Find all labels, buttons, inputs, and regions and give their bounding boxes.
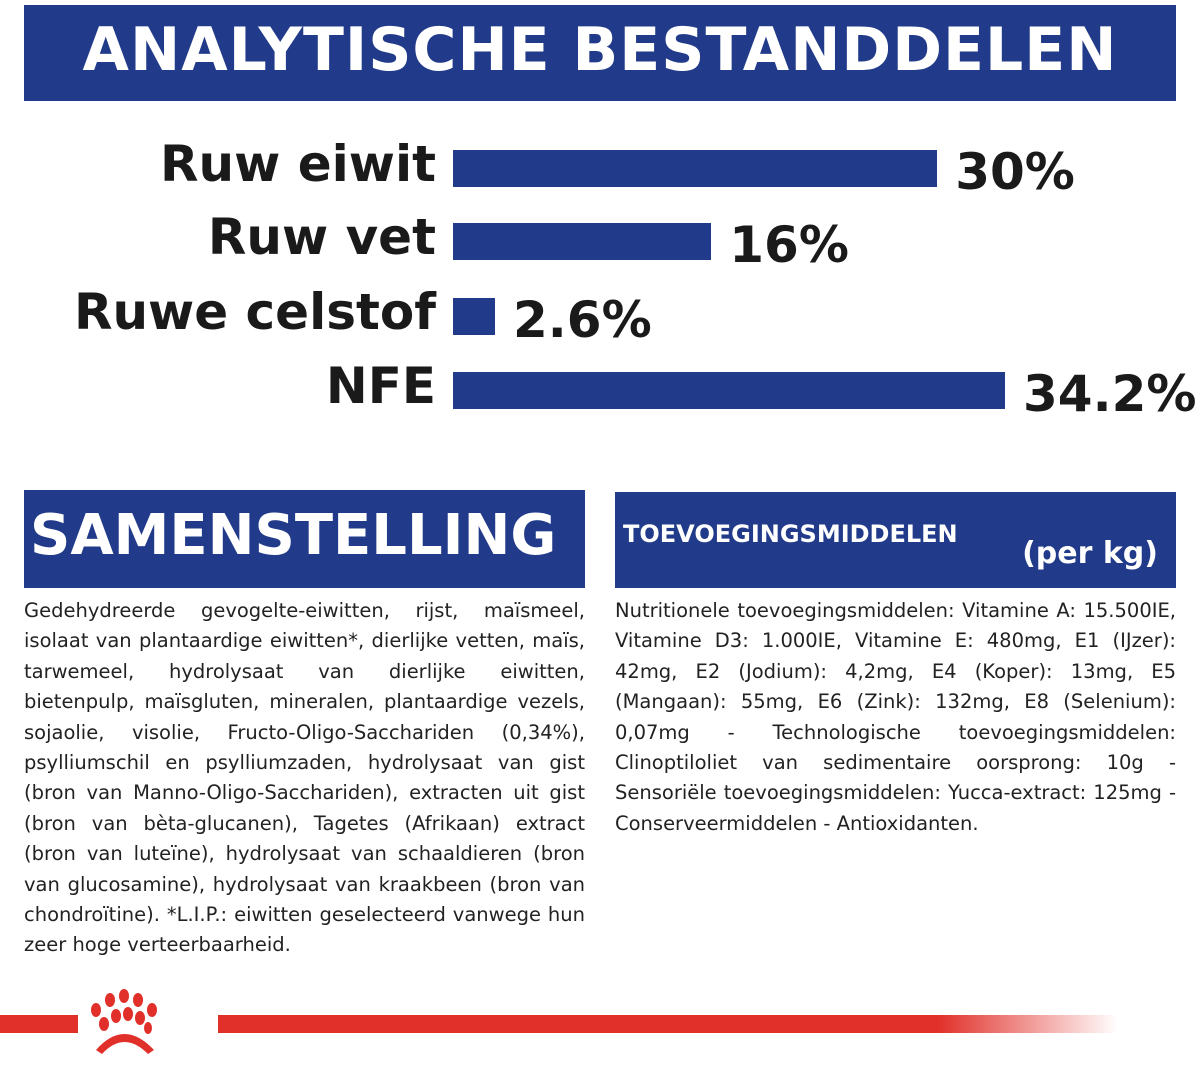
bar	[453, 298, 495, 335]
bar-label: Ruw vet	[207, 208, 436, 266]
footer-red-line-left	[0, 1015, 78, 1033]
bar-value-label: 2.6%	[513, 291, 652, 349]
bar	[453, 223, 712, 260]
bar-value-label: 30%	[955, 143, 1075, 201]
bar-label: Ruw eiwit	[160, 135, 436, 193]
bar-value-label: 16%	[729, 216, 849, 274]
additives-title: TOEVOEGINGSMIDDELEN	[623, 520, 958, 548]
composition-text: Gedehydreerde gevogelte-eiwitten, rijst,…	[24, 599, 585, 957]
additives-header: TOEVOEGINGSMIDDELEN (per kg)	[615, 492, 1176, 588]
footer-red-line-right	[218, 1015, 1118, 1033]
bar-label: NFE	[325, 357, 436, 415]
additives-text: Nutritionele toevoegingsmiddelen: Vitami…	[615, 599, 1176, 835]
analytical-constituents-header: ANALYTISCHE BESTANDDELEN	[24, 5, 1176, 101]
additives-unit: (per kg)	[1022, 536, 1158, 571]
bar-value-label: 34.2%	[1023, 365, 1197, 423]
bar-label: Ruwe celstof	[73, 283, 436, 341]
bar	[453, 150, 938, 187]
bar	[453, 372, 1005, 409]
royal-canin-crown-logo-icon	[91, 989, 157, 1054]
composition-header: SAMENSTELLING	[24, 490, 585, 588]
